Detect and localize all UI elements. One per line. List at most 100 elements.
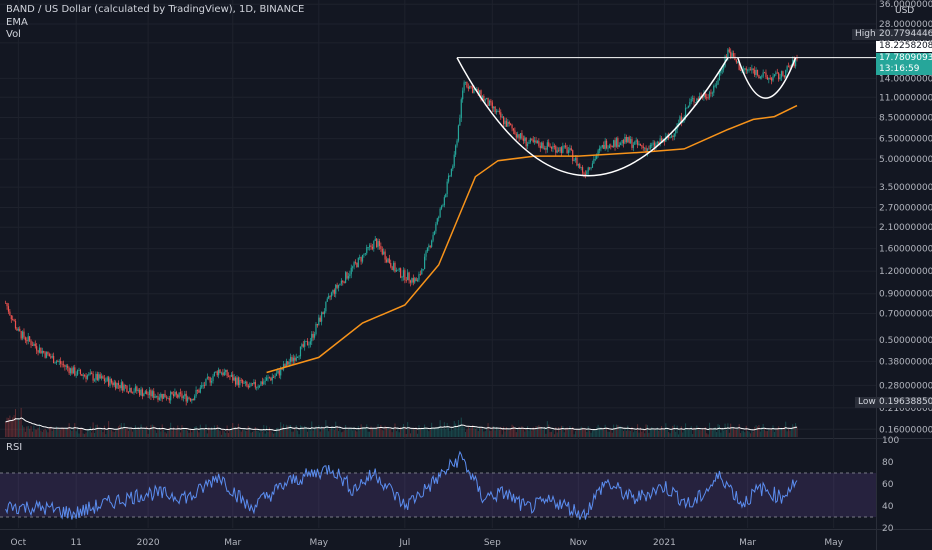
- candle-body: [600, 147, 601, 149]
- volume-bar: [62, 427, 63, 437]
- candle-body: [767, 77, 768, 79]
- candle-body: [531, 138, 532, 139]
- volume-bar: [788, 429, 789, 437]
- candle-body: [174, 392, 175, 396]
- candle-body: [410, 280, 411, 282]
- volume-bar: [91, 432, 92, 437]
- volume-bar: [695, 429, 696, 437]
- candle-body: [634, 142, 635, 145]
- candle-body: [471, 86, 472, 87]
- volume-bar: [394, 424, 395, 437]
- volume-bar: [605, 425, 606, 437]
- volume-bar: [387, 428, 388, 437]
- volume-bar: [46, 430, 47, 437]
- candle-body: [486, 98, 487, 99]
- candle-body: [599, 149, 600, 151]
- candle-body: [352, 267, 353, 268]
- price-tick-label: 14.00000000: [879, 74, 932, 84]
- high-value: 20.77944460: [876, 29, 932, 40]
- volume-bar: [11, 421, 12, 437]
- price-tick-label: 0.16000000: [879, 425, 932, 435]
- volume-bar: [251, 433, 252, 437]
- volume-bar: [132, 432, 133, 437]
- volume-bar: [574, 434, 575, 437]
- ema-legend[interactable]: EMA: [6, 17, 28, 28]
- candle-body: [454, 155, 455, 166]
- volume-bar: [701, 430, 702, 437]
- candle-body: [623, 140, 624, 144]
- volume-bar: [16, 420, 17, 437]
- rsi-tick-label: 20: [882, 524, 894, 534]
- volume-bar: [86, 432, 87, 437]
- candle-body: [564, 146, 565, 147]
- candle-body: [363, 254, 364, 255]
- volume-bar: [122, 428, 123, 437]
- candle-body: [519, 134, 520, 138]
- volume-bar: [739, 424, 740, 437]
- vol-legend[interactable]: Vol: [6, 29, 21, 40]
- candle-body: [155, 396, 156, 398]
- candle-body: [713, 86, 714, 93]
- candle-body: [489, 101, 490, 106]
- candle-body: [291, 357, 292, 361]
- volume-bar: [191, 432, 192, 437]
- volume-bar: [603, 428, 604, 437]
- candle-body: [626, 137, 627, 142]
- volume-bar: [306, 427, 307, 437]
- candle-body: [310, 341, 311, 344]
- candle-body: [765, 73, 766, 78]
- volume-bar: [19, 420, 20, 437]
- candle-body: [592, 163, 593, 167]
- volume-bar: [98, 428, 99, 437]
- candle-body: [30, 341, 31, 345]
- volume-bar: [114, 432, 115, 437]
- volume-bar: [81, 428, 82, 437]
- candle-body: [210, 378, 211, 383]
- symbol-title[interactable]: BAND / US Dollar (calculated by TradingV…: [6, 4, 304, 15]
- volume-bar: [174, 430, 175, 437]
- candle-body: [643, 146, 644, 148]
- candle-body: [613, 140, 614, 147]
- volume-bar: [282, 427, 283, 437]
- candle-body: [45, 352, 46, 357]
- volume-bar: [678, 434, 679, 437]
- candle-body: [53, 356, 54, 363]
- volume-bar: [758, 425, 759, 437]
- volume-bar: [142, 429, 143, 437]
- price-tick-label: 5.00000000: [879, 155, 932, 165]
- volume-bar: [284, 430, 285, 437]
- volume-bar: [379, 427, 380, 437]
- volume-bar: [160, 431, 161, 437]
- volume-bar: [325, 420, 326, 437]
- volume-bar: [747, 431, 748, 437]
- volume-bar: [26, 426, 27, 437]
- rsi-legend[interactable]: RSI: [6, 442, 22, 453]
- candle-body: [297, 357, 298, 358]
- candle-body: [195, 390, 196, 396]
- candle-body: [234, 378, 235, 381]
- candle-body: [194, 396, 195, 400]
- volume-bar: [730, 424, 731, 437]
- volume-bar: [478, 431, 479, 437]
- volume-bar: [665, 423, 666, 437]
- volume-bar: [259, 432, 260, 437]
- candle-body: [46, 352, 47, 358]
- volume-bar: [543, 430, 544, 437]
- candle-body: [93, 374, 94, 381]
- candle-body: [750, 69, 751, 70]
- volume-bar: [214, 425, 215, 437]
- volume-bar: [344, 430, 345, 437]
- volume-bar: [368, 432, 369, 437]
- candle-body: [610, 146, 611, 147]
- candle-body: [52, 356, 53, 358]
- candle-body: [586, 171, 587, 174]
- volume-bar: [462, 426, 463, 437]
- volume-bar: [527, 426, 528, 437]
- volume-bar: [349, 427, 350, 437]
- candle-body: [504, 121, 505, 124]
- volume-bar: [677, 426, 678, 437]
- volume-bar: [516, 432, 517, 437]
- volume-bar: [318, 425, 319, 437]
- candle-body: [534, 140, 535, 141]
